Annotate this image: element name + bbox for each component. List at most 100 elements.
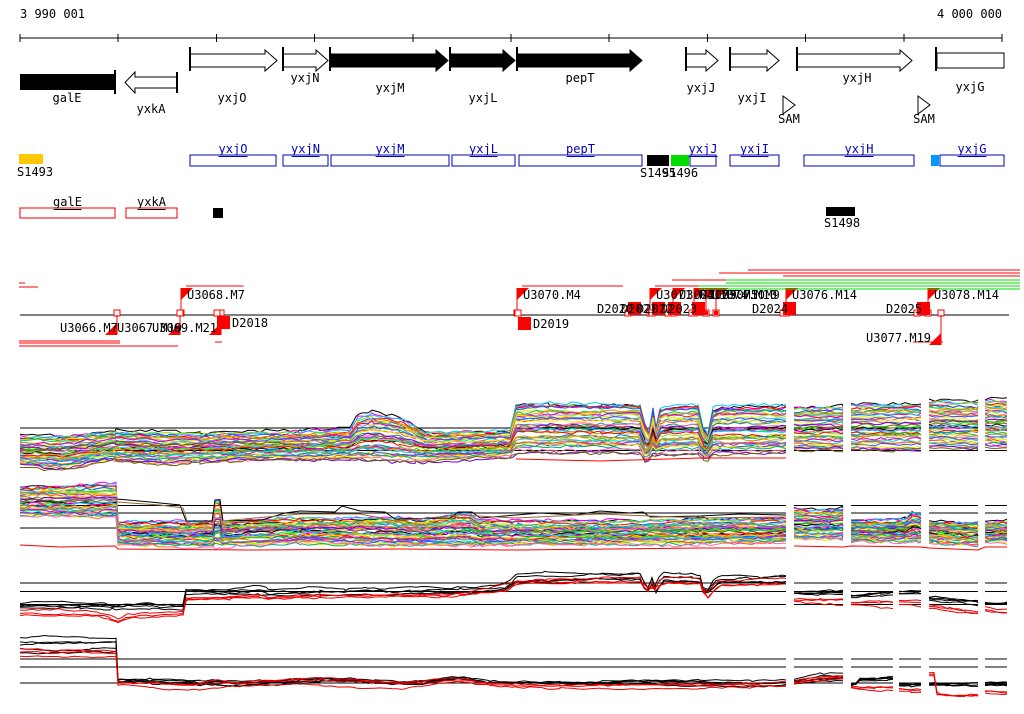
probe-box-yxjI[interactable] [729,154,780,167]
probe-label-yxjH[interactable]: yxjH [844,142,874,157]
signal-line [898,683,922,686]
signal-line [984,423,1007,427]
marker-U3073.M10-flag[interactable] [694,288,706,300]
signal-line [984,433,1008,437]
marker-U3074.M10-flag[interactable] [706,288,718,300]
marker-U3072.M9-flag[interactable] [673,288,685,300]
marker-D2025-label[interactable]: D2025 [886,302,923,316]
signal-line [984,434,1008,439]
gene-yxjJ-7[interactable] [685,48,719,73]
gene-yxjH-10[interactable] [796,48,913,73]
marker-U3078.M14-label[interactable]: U3078.M14 [934,288,1000,302]
gene-yxjO-2[interactable] [189,48,278,73]
probe-box-pepT[interactable] [518,154,643,167]
signal-line [984,606,1008,611]
signal-line [793,420,844,426]
marker-U3068.M7-label[interactable]: U3068.M7 [187,288,245,302]
signal-line [898,603,922,608]
red-box-label-yxkA[interactable]: yxkA [137,195,166,210]
marker-D2024-label[interactable]: D2024 [752,302,789,316]
signal-line [793,531,844,536]
probe-label-yxjO[interactable]: yxjO [218,142,248,157]
signal-line [793,408,843,414]
black-box-S1498[interactable] [826,207,855,216]
probe-label-yxjL[interactable]: yxjL [469,142,498,157]
marker-D2022-box[interactable] [668,302,681,315]
gene-yxjI-8[interactable] [729,48,780,73]
marker-D2025-box[interactable] [917,302,930,315]
marker-U3067.M19-label[interactable]: U3067.M19 [117,321,183,335]
gene-pepT-6[interactable] [516,48,643,73]
marker-D2019-label[interactable]: D2019 [533,317,570,331]
signal-line [851,417,922,423]
marker-D2018-label[interactable]: D2018 [232,316,269,330]
gene-label-yxjG: yxjG [955,80,985,94]
probe-label-yxjI[interactable]: yxjI [740,142,769,157]
marker-D2019-box[interactable] [518,317,531,330]
probe-box-yxjG[interactable] [939,154,1005,167]
red-box-yxkA[interactable] [125,207,178,219]
gene-yxjL-5[interactable] [449,48,516,73]
segment-box-S1496[interactable] [671,155,689,166]
probe-box-yxjJ[interactable] [689,154,717,167]
probe-label-yxjJ[interactable]: yxjJ [688,142,718,157]
marker-D2022-label[interactable]: D2022 [637,302,674,316]
probe-label-yxjN[interactable]: yxjN [291,142,320,157]
segment-box-S1493[interactable] [19,154,43,164]
marker-U3074.M10-base [704,311,708,315]
gene-yxjN-3[interactable] [282,48,329,73]
marker-U3070.M4-label[interactable]: U3070.M4 [523,288,581,302]
signal-line [20,514,787,550]
probe-box-yxjM[interactable] [330,154,450,167]
marker-U3068.M7-flag[interactable] [181,288,193,300]
probe-label-pepT[interactable]: pepT [566,142,595,157]
marker-U3073.M10-label[interactable]: U3073.M10 [700,288,766,302]
ruler-end-coordinate: 4 000 000 [937,7,1003,21]
probe-box-yxjL[interactable] [451,154,516,167]
gene-yxjM-4[interactable] [329,48,449,73]
probe-box-yxjH[interactable] [803,154,915,167]
sam-site-triangle[interactable] [782,95,796,115]
marker-D2020-label[interactable]: D2020 [597,302,634,316]
marker-D2021-box[interactable] [652,302,665,315]
marker-U3072.M9-label[interactable]: U3072.M9 [679,288,737,302]
segment-box-cyan[interactable] [931,155,939,166]
signal-line [794,419,844,422]
marker-D2020-box[interactable] [628,302,641,315]
marker-D2023-box[interactable] [692,302,705,315]
marker-D2024-box[interactable] [783,302,796,315]
probe-box-yxjO[interactable] [189,154,277,167]
marker-U3078.M14-flag[interactable] [928,288,940,300]
gene-label-galE: galE [52,91,82,105]
marker-U3070.M4-flag[interactable] [517,288,529,300]
signal-line [928,421,979,426]
marker-D2018-box[interactable] [217,316,230,329]
marker-U3076.M14-label[interactable]: U3076.M14 [792,288,858,302]
marker-U3069.M21-label[interactable]: U3069.M21 [152,321,218,335]
probe-label-yxjG[interactable]: yxjG [957,142,987,157]
gene-galE-0[interactable] [20,74,115,90]
sam-site-triangle[interactable] [917,95,931,115]
signal-line [793,527,844,532]
probe-label-yxjM[interactable]: yxjM [375,142,405,157]
marker-U3066.M7-label[interactable]: U3066.M7 [60,321,118,335]
marker-D2023-label[interactable]: D2023 [661,302,698,316]
marker-U3075.M9-label[interactable]: U3075.M9 [722,288,780,302]
marker-U3075.M9-flag[interactable] [716,288,728,300]
marker-D2021-label[interactable]: D2021 [621,302,658,316]
black-box-0[interactable] [213,208,223,218]
marker-U3071.M4-label[interactable]: U3071.M4 [656,288,714,302]
marker-U3074.M10-label[interactable]: U3074.M10 [712,288,778,302]
segment-box-S1495[interactable] [647,155,669,166]
marker-U3067.M19-flag[interactable] [168,323,180,335]
marker-U3076.M14-flag[interactable] [786,288,798,300]
marker-U3071.M4-flag[interactable] [650,288,662,300]
marker-U3066.M7-flag[interactable] [105,323,117,335]
red-box-label-galE[interactable]: galE [53,195,82,210]
signal-line [984,602,1008,606]
signal-line [850,404,922,410]
red-box-galE[interactable] [19,207,116,219]
probe-box-yxjN[interactable] [282,154,329,167]
marker-U3077.M19-label[interactable]: U3077.M19 [866,331,932,345]
